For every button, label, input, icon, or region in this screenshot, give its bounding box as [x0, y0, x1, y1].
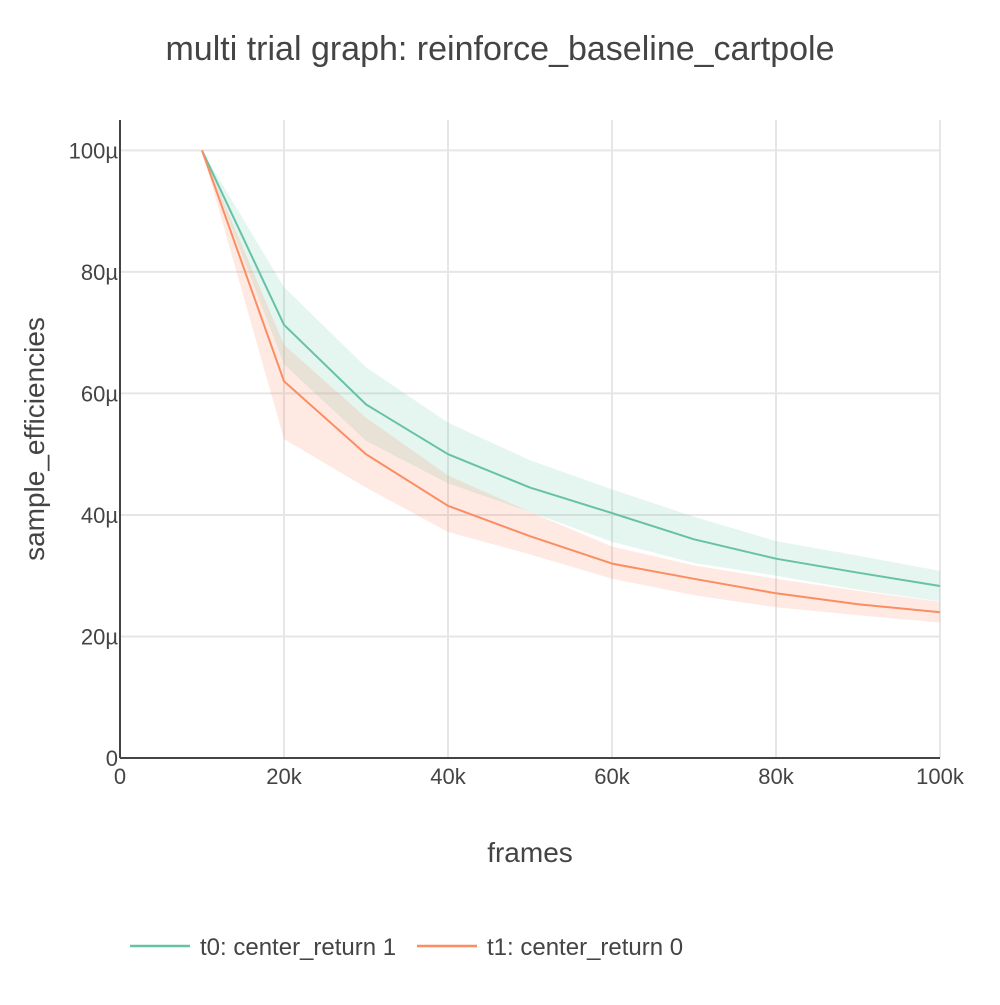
y-axis-title: sample_efficiencies	[19, 317, 50, 561]
y-tick-label: 20µ	[81, 624, 118, 649]
x-tick-label: 80k	[758, 764, 794, 789]
chart-title: multi trial graph: reinforce_baseline_ca…	[165, 30, 834, 68]
confidence-band-0	[202, 150, 940, 602]
data-point-1[interactable]	[609, 561, 615, 567]
data-point-0[interactable]	[855, 570, 861, 576]
data-point-0[interactable]	[773, 556, 779, 562]
data-point-1[interactable]	[773, 590, 779, 596]
tick-labels: 0 20k 40k 60k 80k 100k 0 20µ 40µ 60µ 80µ 100µ	[69, 138, 965, 789]
data-point-1[interactable]	[855, 601, 861, 607]
data-point-0[interactable]	[281, 322, 287, 328]
data-point-0[interactable]	[363, 401, 369, 407]
data-point-0[interactable]	[691, 536, 697, 542]
y-tick-label: 0	[106, 746, 118, 771]
data-point-0[interactable]	[937, 583, 943, 589]
data-point-1[interactable]	[363, 451, 369, 457]
grid	[120, 120, 941, 758]
legend-label: t1: center_return 0	[487, 934, 683, 961]
x-tick-label: 0	[114, 764, 126, 789]
data-point-1[interactable]	[937, 609, 943, 615]
confidence-bands	[202, 150, 940, 623]
y-tick-label: 100µ	[69, 138, 119, 163]
data-point-1[interactable]	[445, 503, 451, 509]
legend: t0: center_return 1 t1: center_return 0	[130, 934, 683, 961]
y-tick-label: 80µ	[81, 260, 118, 285]
x-tick-label: 60k	[594, 764, 630, 789]
legend-label: t0: center_return 1	[200, 934, 396, 961]
data-point-0[interactable]	[527, 485, 533, 491]
x-tick-label: 20k	[266, 764, 302, 789]
data-point-0[interactable]	[609, 510, 615, 516]
data-point-1[interactable]	[691, 576, 697, 582]
legend-item-t1[interactable]: t1: center_return 0	[417, 934, 683, 961]
x-tick-label: 40k	[430, 764, 466, 789]
y-tick-label: 40µ	[81, 503, 118, 528]
series-line-0[interactable]	[201, 149, 941, 587]
data-point-1[interactable]	[199, 147, 205, 153]
y-tick-label: 60µ	[81, 381, 118, 406]
x-axis-title: frames	[487, 837, 573, 868]
data-point-1[interactable]	[281, 378, 287, 384]
axes	[119, 120, 940, 759]
x-tick-label: 100k	[916, 764, 965, 789]
legend-item-t0[interactable]: t0: center_return 1	[130, 934, 396, 961]
data-point-0[interactable]	[445, 451, 451, 457]
data-point-1[interactable]	[527, 533, 533, 539]
series-line-1[interactable]	[201, 150, 941, 614]
series-lines	[199, 147, 943, 615]
